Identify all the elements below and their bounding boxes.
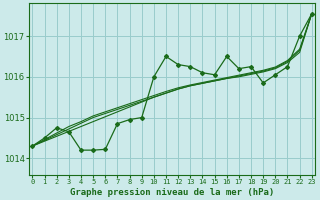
X-axis label: Graphe pression niveau de la mer (hPa): Graphe pression niveau de la mer (hPa) <box>70 188 274 197</box>
